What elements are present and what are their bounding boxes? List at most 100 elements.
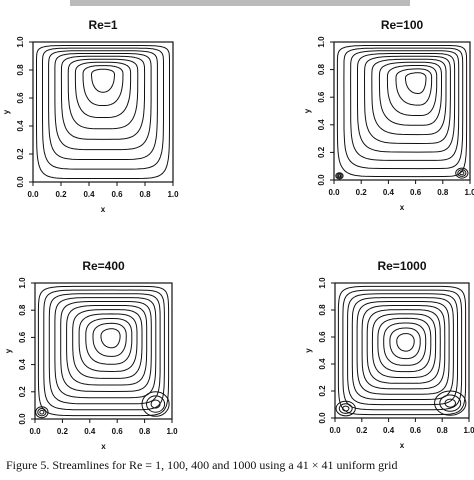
y-tick-label: 0.2 bbox=[18, 386, 27, 398]
eddy-streamline bbox=[335, 400, 356, 417]
x-tick-label: 0.2 bbox=[55, 190, 67, 199]
x-tick-label: 0.8 bbox=[139, 190, 151, 199]
y-tick-label: 1.0 bbox=[18, 277, 27, 289]
caption: Figure 5. Streamlines for Re = 1, 100, 4… bbox=[6, 458, 398, 472]
eddy-streamline bbox=[337, 174, 342, 178]
y-axis-label: y bbox=[2, 109, 11, 114]
y-tick-label: 0.4 bbox=[317, 119, 326, 131]
eddy-streamline bbox=[459, 170, 465, 176]
x-tick-label: 0.0 bbox=[27, 190, 39, 199]
y-tick-label: 0.4 bbox=[18, 358, 27, 370]
x-tick-label: 1.0 bbox=[463, 426, 474, 435]
x-tick-label: 0.6 bbox=[111, 190, 123, 199]
streamline bbox=[363, 55, 451, 145]
y-tick-label: 1.0 bbox=[317, 36, 326, 48]
y-tick-label: 0.0 bbox=[18, 413, 27, 425]
x-tick-label: 0.2 bbox=[356, 426, 368, 435]
eddy-streamline bbox=[335, 172, 344, 180]
streamline bbox=[42, 47, 164, 170]
x-tick-label: 1.0 bbox=[166, 427, 178, 436]
y-tick-label: 1.0 bbox=[16, 36, 25, 48]
x-axis-label: x bbox=[400, 203, 405, 212]
streamline bbox=[337, 285, 467, 416]
streamline bbox=[383, 322, 427, 366]
eddy-streamline bbox=[455, 167, 469, 179]
streamline bbox=[91, 68, 115, 93]
eddy-streamline bbox=[457, 169, 467, 177]
y-tick-label: 0.0 bbox=[317, 174, 326, 186]
y-tick-label: 0.8 bbox=[16, 64, 25, 76]
panel-title: Re=100 bbox=[381, 18, 424, 32]
panel: Re=1000 0.0 0.2 0.4 0.6 0.8 1.0 0.0 0.2 0.4 0.6 0.8… bbox=[304, 259, 474, 450]
eddy-streamline bbox=[444, 398, 456, 408]
streamline bbox=[366, 309, 441, 384]
streamline bbox=[48, 50, 158, 160]
streamline bbox=[378, 61, 442, 126]
streamline bbox=[395, 68, 433, 106]
plot-frame bbox=[32, 41, 174, 183]
plot-frame bbox=[334, 282, 470, 419]
x-tick-label: 0.6 bbox=[410, 426, 422, 435]
panel: Re=100 0.0 0.2 0.4 0.6 0.8 1.0 0.0 0.2 0.4 0.6 0.8 1… bbox=[303, 18, 474, 212]
y-tick-label: 0.2 bbox=[16, 148, 25, 160]
streamline bbox=[396, 333, 415, 352]
streamline bbox=[350, 50, 460, 161]
x-tick-label: 0.6 bbox=[410, 188, 422, 197]
streamline bbox=[405, 72, 427, 94]
cut-off-header bbox=[70, 0, 410, 6]
x-axis-label: x bbox=[400, 441, 405, 450]
streamline bbox=[92, 322, 127, 357]
x-tick-label: 0.0 bbox=[329, 426, 341, 435]
x-axis-label: x bbox=[101, 442, 106, 451]
panel-title: Re=1 bbox=[88, 18, 117, 32]
streamline bbox=[386, 65, 438, 116]
x-tick-label: 0.8 bbox=[437, 426, 449, 435]
streamline bbox=[361, 305, 446, 390]
y-tick-label: 0.6 bbox=[18, 331, 27, 343]
y-tick-label: 0.0 bbox=[16, 176, 25, 188]
x-tick-label: 0.2 bbox=[57, 427, 69, 436]
y-axis-label: y bbox=[4, 348, 13, 353]
panel-title: Re=1000 bbox=[377, 259, 426, 273]
y-tick-label: 0.0 bbox=[318, 412, 327, 424]
streamline bbox=[37, 285, 170, 417]
eddy-streamline bbox=[336, 173, 343, 179]
y-tick-label: 0.6 bbox=[318, 331, 327, 343]
streamline bbox=[60, 55, 146, 140]
x-tick-label: 0.0 bbox=[29, 427, 41, 436]
eddy-streamline bbox=[439, 394, 462, 412]
x-tick-label: 0.8 bbox=[139, 427, 151, 436]
streamline bbox=[54, 53, 152, 151]
y-tick-label: 0.6 bbox=[317, 91, 326, 103]
streamline bbox=[356, 301, 450, 395]
x-tick-label: 0.6 bbox=[112, 427, 124, 436]
eddy-streamline bbox=[338, 403, 353, 414]
y-tick-label: 0.6 bbox=[16, 92, 25, 104]
eddy-streamline bbox=[141, 391, 170, 417]
x-axis-label: x bbox=[101, 205, 106, 214]
streamline bbox=[36, 45, 170, 179]
streamline bbox=[100, 328, 121, 349]
streamline bbox=[82, 65, 124, 106]
plot-frame bbox=[34, 282, 173, 420]
streamline bbox=[389, 327, 421, 360]
y-axis-label: y bbox=[304, 348, 313, 353]
y-tick-label: 1.0 bbox=[318, 277, 327, 289]
streamline bbox=[74, 61, 132, 118]
plot-frame bbox=[333, 41, 471, 181]
x-tick-label: 0.0 bbox=[328, 188, 340, 197]
streamline bbox=[43, 289, 165, 411]
panel-title: Re=400 bbox=[82, 259, 125, 273]
y-tick-label: 0.2 bbox=[317, 146, 326, 158]
streamline bbox=[377, 317, 432, 373]
eddy-streamline bbox=[434, 390, 467, 416]
y-tick-label: 0.8 bbox=[318, 304, 327, 316]
eddy-streamline bbox=[150, 399, 161, 409]
x-tick-label: 0.2 bbox=[356, 188, 368, 197]
panel: Re=1 0.0 0.2 0.4 0.6 0.8 1.0 0.0 0.2 0.4 0.6 0.8 1.0… bbox=[2, 18, 179, 214]
streamline bbox=[60, 301, 152, 393]
streamline bbox=[357, 53, 456, 153]
y-tick-label: 0.4 bbox=[16, 120, 25, 132]
streamline bbox=[346, 293, 459, 406]
